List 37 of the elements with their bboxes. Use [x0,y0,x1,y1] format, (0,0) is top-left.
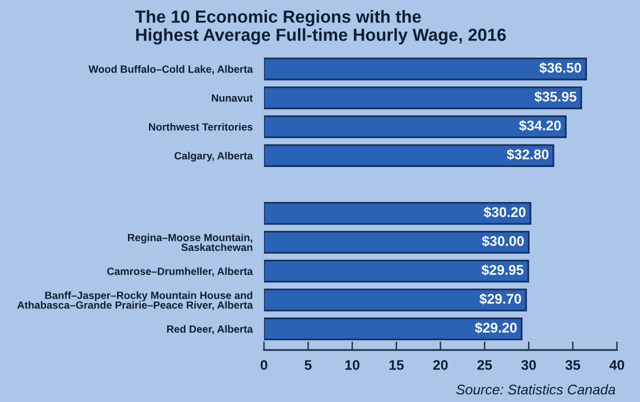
y-tick-label: Red Deer, Alberta [167,325,253,334]
x-tick-label: 10 [345,360,360,370]
data-label: $35.95 [534,91,576,102]
x-tick-label: 20 [433,360,448,370]
y-tick-label: Camrose–Drumheller, Alberta [107,267,253,277]
data-label: $29.20 [474,322,517,334]
x-tick-label: 40 [609,360,624,370]
bar [264,86,582,110]
y-tick-label: Wood Buffalo–Cold Lake, Alberta [88,65,253,74]
data-label: $32.80 [506,148,548,160]
x-tick-label: 0 [260,360,268,370]
x-tick-label: 5 [304,360,312,370]
bar [264,288,527,312]
y-tick-label: Banff–Jasper–Rocky Mountain House and Athabasca–Grande Prairie–Peace River, Alberta [17,291,253,310]
y-tick-label: Regina–Moose Mountain, Saskatchewan [128,234,252,252]
y-tick-label: Northwest Territories [149,122,252,131]
bar [264,318,522,340]
data-label: $36.50 [539,62,582,74]
chart-title: The 10 Economic Regions with the Highest Average Full-time Hourly Wage, 2016 [135,10,506,44]
data-label: $34.20 [519,120,561,132]
source-note: Source: Statistics Canada [456,384,616,394]
x-tick-label: 15 [390,360,404,370]
data-label: $29.70 [479,293,522,305]
data-label: $30.00 [482,236,524,247]
y-tick-label: Nunavut [212,94,253,102]
y-tick-label: Calgary, Alberta [174,152,253,162]
bar [264,144,554,167]
bar [264,260,530,283]
bar [264,115,567,138]
bar [264,230,530,254]
x-tick-label: 30 [521,360,536,370]
data-label: $29.95 [482,264,524,276]
x-tick-label: 35 [565,360,580,370]
bar [264,202,532,225]
x-tick-label: 25 [477,360,492,370]
bar [264,58,587,80]
data-label: $30.20 [484,206,526,218]
